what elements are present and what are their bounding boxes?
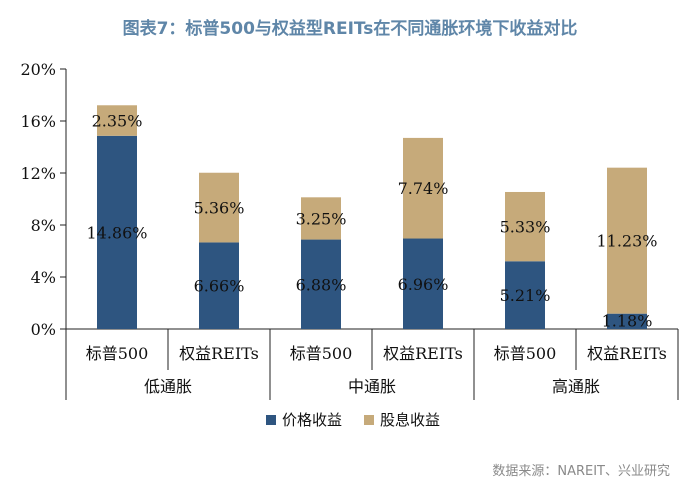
bar-dividend-return <box>607 167 647 314</box>
price-return-label: 6.88% <box>296 275 347 294</box>
y-tick-label: 8% <box>31 216 56 235</box>
y-tick-label: 16% <box>20 112 56 131</box>
page-title: 图表7：标普500与权益型REITs在不同通胀环境下收益对比 <box>122 19 578 39</box>
price-return-label: 6.66% <box>194 277 245 296</box>
price-return-label: 1.18% <box>602 312 653 331</box>
price-return-label: 14.86% <box>86 223 147 242</box>
bar-dividend-return <box>505 191 545 262</box>
x-group-label: 中通胀 <box>348 377 396 396</box>
bar-dividend-return <box>403 137 443 239</box>
price-return-label: 6.96% <box>398 275 449 294</box>
bar-price-return <box>97 135 137 329</box>
legend-label: 价格收益 <box>282 411 342 429</box>
bar-dividend-return <box>199 172 239 243</box>
dividend-return-label: 7.74% <box>398 179 449 198</box>
dividend-return-label: 11.23% <box>596 232 657 251</box>
legend-swatch-dividend <box>364 415 374 425</box>
bar-dividend-return <box>97 105 137 136</box>
y-tick-label: 20% <box>20 60 56 79</box>
x-category-label: 标普500 <box>290 344 353 363</box>
bar-price-return <box>199 242 239 329</box>
bar-price-return <box>505 261 545 329</box>
bar-price-return <box>607 313 647 329</box>
bar-price-return <box>403 238 443 329</box>
x-category-label: 权益REITs <box>179 344 259 363</box>
x-group-label: 低通胀 <box>144 377 192 396</box>
price-return-label: 5.21% <box>500 286 551 305</box>
bar-price-return <box>301 239 341 329</box>
dividend-return-label: 3.25% <box>296 209 347 228</box>
x-category-label: 标普500 <box>494 344 557 363</box>
legend-label: 股息收益 <box>380 411 440 429</box>
legend-swatch-price <box>266 415 276 425</box>
x-group-label: 高通胀 <box>552 377 600 396</box>
x-category-label: 标普500 <box>86 344 149 363</box>
y-tick-label: 12% <box>20 164 56 183</box>
y-tick-label: 0% <box>31 320 56 339</box>
source-note: 数据来源：NAREIT、兴业研究 <box>492 464 670 479</box>
bar-dividend-return <box>301 197 341 240</box>
x-category-label: 权益REITs <box>383 344 463 363</box>
dividend-return-label: 2.35% <box>92 112 143 131</box>
x-category-label: 权益REITs <box>587 344 667 363</box>
y-tick-label: 4% <box>31 268 56 287</box>
dividend-return-label: 5.33% <box>500 218 551 237</box>
dividend-return-label: 5.36% <box>194 199 245 218</box>
